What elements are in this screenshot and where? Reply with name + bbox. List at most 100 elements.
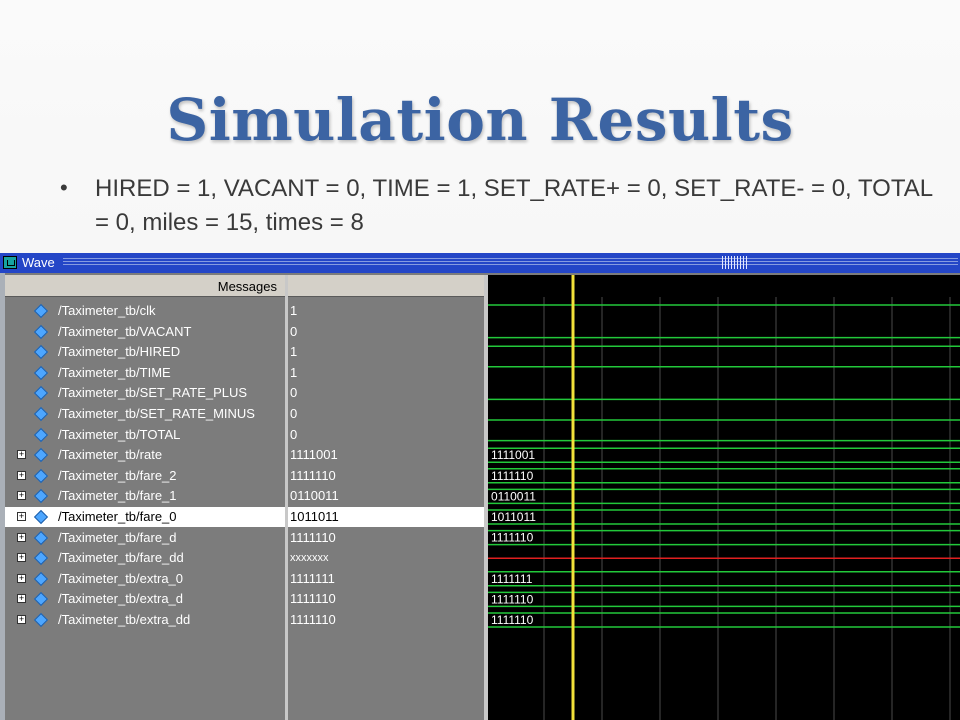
signal-values-pane: 1 0 1 1 0 0 0 1111001 1111110 0110011 1011011 11111…: [288, 275, 484, 720]
value-row[interactable]: 0: [288, 425, 484, 445]
signal-value: 1: [290, 303, 298, 318]
value-row[interactable]: xxxxxxx: [288, 548, 484, 568]
signal-name: /Taximeter_tb/clk: [58, 303, 156, 318]
value-row[interactable]: 1111110: [288, 466, 484, 486]
window-title: Wave: [22, 255, 55, 270]
bus-value-label: 1111110: [491, 531, 534, 545]
signal-row[interactable]: + /Taximeter_tb/fare_dd: [5, 548, 285, 568]
waveform-canvas[interactable]: 1111001 1111110 0110011 1011011 1111110 11111…: [488, 275, 960, 720]
signal-row[interactable]: /Taximeter_tb/TOTAL: [5, 425, 285, 445]
waveform-pane[interactable]: 1111001 1111110 0110011 1011011 1111110 11111…: [488, 275, 960, 720]
signal-diamond-icon: [33, 509, 49, 525]
wave-window: Wave Messages /Taximeter_tb/clk/Taximete…: [0, 253, 960, 720]
signal-value: 1111111: [290, 570, 335, 586]
value-row[interactable]: 1011011: [288, 507, 484, 527]
signal-row[interactable]: + /Taximeter_tb/fare_1: [5, 486, 285, 506]
signal-value: 1011011: [290, 509, 339, 524]
titlebar-grip-icon[interactable]: [722, 256, 748, 269]
wave-window-icon[interactable]: [3, 256, 17, 269]
expand-icon[interactable]: +: [17, 593, 26, 604]
signal-name: /Taximeter_tb/extra_d: [58, 591, 184, 607]
signal-row[interactable]: /Taximeter_tb/SET_RATE_PLUS: [5, 383, 285, 403]
signal-row[interactable]: + /Taximeter_tb/rate: [5, 445, 285, 465]
signal-value: 1111110: [290, 529, 336, 545]
signal-name: /Taximeter_tb/fare_dd: [58, 550, 184, 566]
bus-value-label: 1111110: [491, 613, 534, 627]
value-row[interactable]: 1111110: [288, 610, 484, 630]
expand-icon[interactable]: +: [17, 614, 26, 624]
signal-row[interactable]: /Taximeter_tb/SET_RATE_MINUS: [5, 404, 285, 424]
bus-value-label: 1111110: [491, 469, 534, 483]
value-row[interactable]: 1: [288, 363, 484, 383]
pane-splitter-names[interactable]: [285, 275, 288, 720]
signal-value: 0: [290, 406, 298, 421]
signal-value: 0: [290, 385, 298, 401]
value-row[interactable]: 1111110: [288, 528, 484, 548]
signal-row[interactable]: + /Taximeter_tb/extra_dd: [5, 610, 285, 630]
signal-diamond-icon: [33, 489, 49, 504]
bullet-dot-icon: •: [60, 175, 68, 200]
signal-value: 1111110: [290, 591, 336, 607]
value-row[interactable]: 1111111: [288, 569, 484, 589]
bus-value-label: 1011011: [491, 510, 536, 524]
window-titlebar[interactable]: Wave: [0, 253, 960, 273]
bus-value-label: 1111001: [491, 448, 535, 462]
value-row[interactable]: 0: [288, 322, 484, 342]
signal-diamond-icon: [33, 592, 49, 607]
value-row[interactable]: 0: [288, 404, 484, 424]
bus-value-label: 0110011: [491, 489, 536, 503]
signal-row[interactable]: + /Taximeter_tb/fare_2: [5, 466, 285, 486]
signal-value: 1: [290, 364, 298, 380]
expand-icon[interactable]: +: [17, 490, 26, 501]
signal-name: /Taximeter_tb/HIRED: [58, 344, 181, 360]
value-row[interactable]: 0: [288, 383, 484, 403]
signal-row[interactable]: /Taximeter_tb/clk: [5, 301, 285, 321]
value-row[interactable]: 1111110: [288, 589, 484, 609]
signal-diamond-icon: [33, 427, 49, 442]
pane-splitter-values[interactable]: [484, 275, 488, 720]
signal-value: 1111110: [290, 467, 336, 483]
signal-row[interactable]: + /Taximeter_tb/fare_d: [5, 528, 285, 548]
expand-icon[interactable]: +: [17, 469, 26, 480]
signal-diamond-icon: [33, 386, 49, 401]
waveform-header: [488, 275, 960, 297]
signal-diamond-icon: [33, 303, 49, 319]
expand-icon[interactable]: +: [17, 531, 26, 542]
values-header: [288, 275, 484, 297]
signal-value: 1: [290, 344, 298, 360]
signal-diamond-icon: [33, 345, 49, 360]
signal-name: /Taximeter_tb/fare_d: [58, 529, 177, 545]
signal-row[interactable]: + /Taximeter_tb/extra_0: [5, 569, 285, 589]
signal-name: /Taximeter_tb/SET_RATE_MINUS: [58, 406, 255, 421]
slide-title: Simulation Results: [166, 86, 794, 154]
titlebar-stripes: [63, 258, 958, 267]
value-row[interactable]: 1: [288, 342, 484, 362]
signal-name: /Taximeter_tb/extra_dd: [58, 612, 191, 627]
signal-value: 0110011: [290, 488, 339, 504]
expand-icon[interactable]: +: [17, 449, 26, 460]
expand-icon[interactable]: +: [17, 572, 26, 583]
signal-name: /Taximeter_tb/fare_2: [58, 467, 177, 483]
signal-row[interactable]: /Taximeter_tb/TIME: [5, 363, 285, 383]
signal-name: /Taximeter_tb/extra_0: [58, 570, 184, 586]
signal-value: xxxxxxx: [290, 552, 329, 565]
window-left-edge: [0, 273, 5, 720]
signal-row[interactable]: + /Taximeter_tb/fare_0: [5, 507, 285, 527]
signal-value: 1111001: [290, 447, 338, 463]
signal-value: 0: [290, 426, 298, 442]
signal-name: /Taximeter_tb/fare_0: [58, 509, 177, 524]
signal-row[interactable]: /Taximeter_tb/HIRED: [5, 342, 285, 362]
bus-value-label: 1111110: [491, 592, 534, 606]
signal-row[interactable]: + /Taximeter_tb/extra_d: [5, 589, 285, 609]
signal-name: /Taximeter_tb/VACANT: [58, 323, 192, 339]
value-row[interactable]: 1111001: [288, 445, 484, 465]
signal-diamond-icon: [33, 365, 49, 380]
value-row[interactable]: 0110011: [288, 486, 484, 506]
signal-diamond-icon: [33, 551, 49, 566]
signal-row[interactable]: /Taximeter_tb/VACANT: [5, 322, 285, 342]
signal-name: /Taximeter_tb/SET_RATE_PLUS: [58, 385, 248, 401]
expand-icon[interactable]: +: [17, 552, 26, 563]
signal-diamond-icon: [33, 324, 49, 339]
value-row[interactable]: 1: [288, 301, 484, 321]
expand-icon[interactable]: +: [17, 511, 26, 521]
